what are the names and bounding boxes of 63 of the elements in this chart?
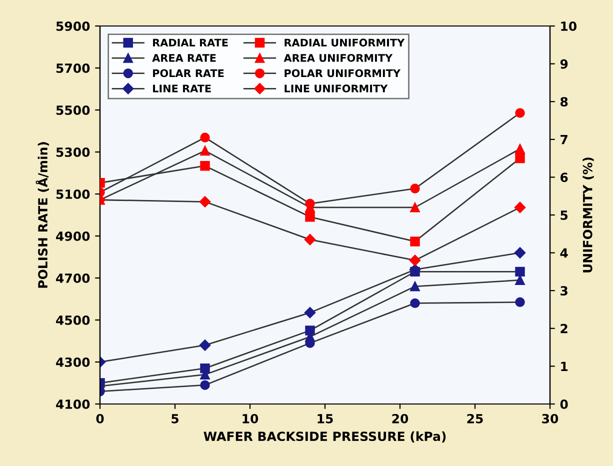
- y-tick-label: 5300: [56, 147, 90, 157]
- point: [515, 297, 525, 308]
- x-tick-label: 10: [242, 414, 258, 424]
- y-tick-label: 4500: [56, 315, 90, 325]
- point: [410, 202, 420, 212]
- y-tick-label: 4300: [56, 357, 90, 367]
- y2-tick-label: 6: [560, 172, 568, 182]
- point: [410, 298, 420, 308]
- y-tick-label: 5700: [56, 63, 90, 73]
- y2-tick-label: 8: [560, 97, 568, 107]
- point: [199, 340, 211, 351]
- point: [200, 132, 210, 142]
- point: [410, 236, 420, 246]
- x-tick-label: 30: [542, 414, 558, 424]
- y-tick-label: 4700: [56, 273, 90, 283]
- point: [514, 247, 526, 258]
- legend-label: POLAR UNIFORMITY: [284, 69, 401, 78]
- point: [515, 275, 525, 285]
- legend-label: LINE RATE: [153, 84, 211, 92]
- legend-label: LINE UNIFORMITY: [284, 84, 388, 92]
- point: [514, 202, 526, 214]
- point: [304, 234, 316, 246]
- x-tick-label: 15: [318, 414, 333, 424]
- y2-tick-label: 5: [560, 210, 568, 220]
- x-tick-label: 0: [96, 414, 104, 424]
- point: [199, 196, 211, 208]
- legend-label: POLAR RATE: [153, 69, 224, 78]
- x-tick-label: 25: [467, 414, 483, 424]
- y-tick-label: 4900: [56, 231, 90, 241]
- y2-tick-label: 3: [560, 286, 568, 296]
- point: [200, 161, 210, 171]
- y2-tick-label: 7: [560, 135, 568, 144]
- point: [515, 108, 525, 118]
- legend-label: RADIAL UNIFORMITY: [284, 38, 405, 47]
- point: [200, 380, 210, 390]
- point: [515, 144, 525, 154]
- y-tick-label: 5900: [56, 21, 90, 31]
- legend-label: RADIAL RATE: [153, 38, 228, 46]
- x-tick-label: 20: [392, 414, 408, 424]
- point: [515, 153, 525, 164]
- y-axis-title: POLISH RATE (Å/min): [36, 142, 49, 288]
- legend-label: AREA RATE: [152, 54, 216, 62]
- y2-tick-label: 4: [560, 248, 568, 258]
- y-tick-label: 5100: [56, 189, 90, 199]
- legend-label: AREA UNIFORMITY: [284, 54, 393, 62]
- point: [305, 212, 315, 222]
- y2-tick-label: 9: [560, 59, 568, 69]
- point: [410, 282, 420, 292]
- y2-axis-title: UNIFORMITY (%): [582, 158, 594, 272]
- y-tick-label: 5500: [56, 105, 90, 115]
- point: [515, 266, 525, 277]
- y-tick-label: 4100: [56, 399, 90, 409]
- point: [305, 198, 315, 209]
- point: [304, 307, 316, 318]
- point: [410, 184, 420, 194]
- x-tick-label: 5: [172, 414, 178, 424]
- x-axis-title: WAFER BACKSIDE PRESSURE (kPa): [204, 431, 446, 443]
- y2-tick-label: 10: [561, 21, 577, 31]
- y2-tick-label: 0: [560, 399, 568, 409]
- y2-tick-label: 2: [560, 324, 568, 334]
- y2-tick-label: 1: [561, 362, 568, 371]
- point: [200, 146, 210, 156]
- point: [409, 254, 421, 266]
